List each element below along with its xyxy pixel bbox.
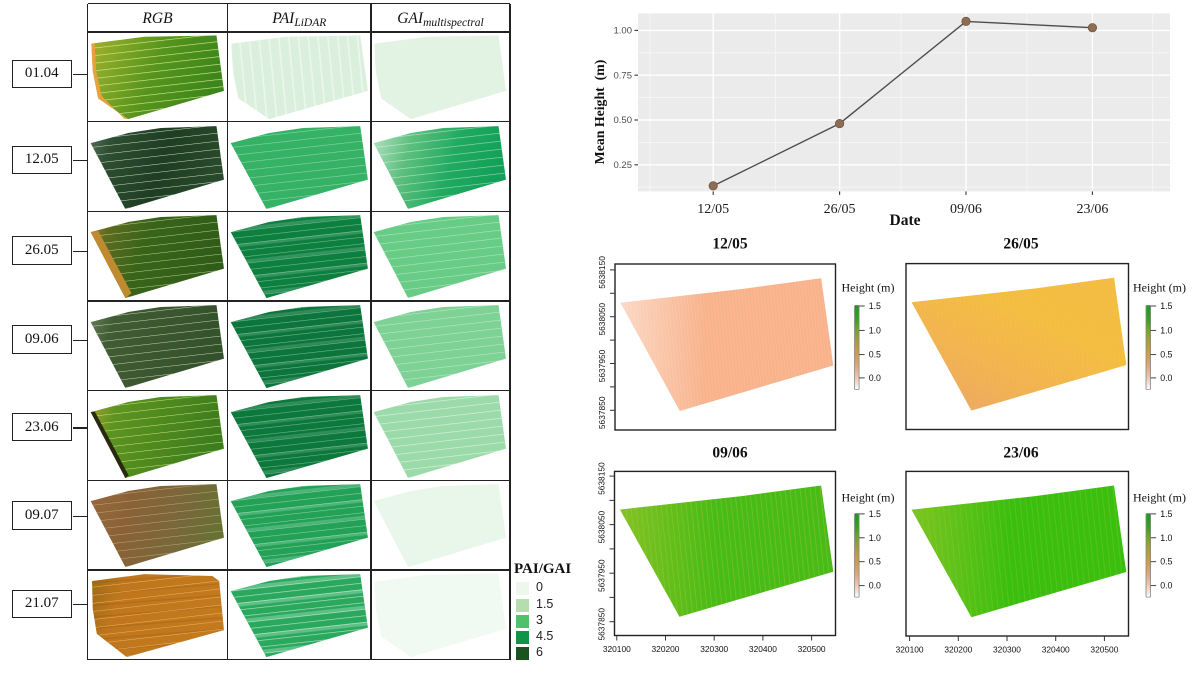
svg-text:320500: 320500 [1090,645,1118,655]
svg-text:0.5: 0.5 [1160,350,1172,360]
svg-text:23/06: 23/06 [1076,202,1108,217]
svg-text:0.75: 0.75 [614,70,633,81]
svg-text:320200: 320200 [652,644,680,654]
svg-text:320500: 320500 [798,644,826,654]
svg-text:23/06: 23/06 [1003,445,1039,462]
svg-text:320300: 320300 [700,644,728,654]
svg-text:0.5: 0.5 [869,350,881,360]
svg-text:5637850: 5637850 [597,396,607,429]
svg-text:0.5: 0.5 [1160,557,1172,567]
svg-text:0.0: 0.0 [869,373,881,383]
svg-text:09/06: 09/06 [950,202,982,217]
svg-text:26/05: 26/05 [1003,236,1039,253]
svg-text:320100: 320100 [603,644,631,654]
svg-text:1.0: 1.0 [869,325,881,335]
svg-text:Height (m): Height (m) [842,491,895,505]
svg-text:320200: 320200 [944,645,972,655]
svg-text:1.0: 1.0 [1160,325,1172,335]
svg-text:0.0: 0.0 [1160,581,1172,591]
svg-text:Height (m): Height (m) [1133,281,1186,295]
svg-text:5637950: 5637950 [597,349,607,382]
svg-text:0.50: 0.50 [614,115,633,126]
svg-text:5637850: 5637850 [597,608,607,641]
svg-text:0.0: 0.0 [1160,373,1172,383]
svg-text:320400: 320400 [749,644,777,654]
svg-text:5638150: 5638150 [597,462,607,495]
svg-text:1.5: 1.5 [1160,301,1172,311]
svg-text:5637950: 5637950 [597,559,607,592]
svg-text:5638150: 5638150 [597,256,607,289]
svg-text:1.5: 1.5 [869,509,881,519]
svg-text:Mean Height (m): Mean Height (m) [592,60,608,165]
svg-text:1.0: 1.0 [869,533,881,543]
svg-text:0.5: 0.5 [869,557,881,567]
svg-text:Height (m): Height (m) [1133,491,1186,505]
svg-text:1.0: 1.0 [1160,533,1172,543]
svg-text:320100: 320100 [896,645,924,655]
svg-text:0.0: 0.0 [869,581,881,591]
svg-text:1.00: 1.00 [614,26,633,37]
svg-text:12/05: 12/05 [712,236,748,253]
svg-text:5638050: 5638050 [597,303,607,336]
svg-text:Date: Date [890,212,921,229]
svg-text:09/06: 09/06 [712,445,748,462]
svg-text:1.5: 1.5 [869,301,881,311]
svg-text:12/05: 12/05 [697,202,729,217]
svg-text:Height (m): Height (m) [842,281,895,295]
svg-text:26/05: 26/05 [824,202,856,217]
svg-text:0.25: 0.25 [614,160,633,171]
svg-text:320300: 320300 [993,645,1021,655]
svg-text:320400: 320400 [1042,645,1070,655]
svg-text:5638050: 5638050 [597,510,607,543]
svg-text:1.5: 1.5 [1160,509,1172,519]
